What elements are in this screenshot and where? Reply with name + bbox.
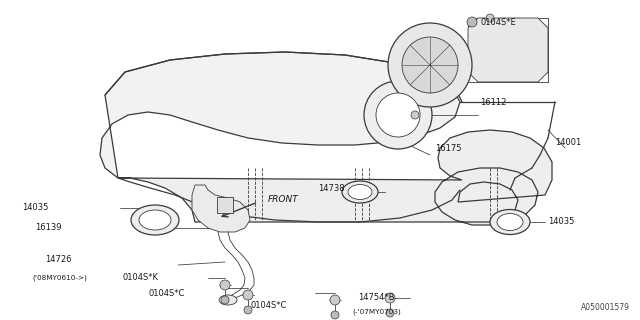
Text: 14726: 14726 [45, 255, 72, 265]
Text: A050001579: A050001579 [581, 303, 630, 312]
Ellipse shape [220, 280, 230, 290]
Ellipse shape [330, 295, 340, 305]
Ellipse shape [243, 290, 253, 300]
Text: 14738: 14738 [318, 183, 344, 193]
Ellipse shape [376, 93, 420, 137]
Text: 14035: 14035 [22, 204, 49, 212]
Text: 14754*B: 14754*B [358, 293, 394, 302]
Text: 16175: 16175 [435, 143, 461, 153]
Ellipse shape [402, 37, 458, 93]
Text: 0104S*K: 0104S*K [122, 274, 158, 283]
Ellipse shape [385, 293, 395, 303]
FancyBboxPatch shape [217, 197, 233, 213]
Ellipse shape [388, 23, 472, 107]
Text: 0104S*C: 0104S*C [250, 300, 286, 309]
Ellipse shape [411, 111, 419, 119]
Ellipse shape [139, 210, 171, 230]
Text: 16112: 16112 [480, 98, 506, 107]
Polygon shape [468, 18, 548, 82]
Ellipse shape [467, 17, 477, 27]
Ellipse shape [131, 205, 179, 235]
Text: ('08MY0610->): ('08MY0610->) [32, 275, 87, 281]
Text: 14001: 14001 [555, 138, 581, 147]
Text: 14035: 14035 [548, 218, 574, 227]
Ellipse shape [244, 306, 252, 314]
Ellipse shape [364, 81, 432, 149]
Ellipse shape [386, 309, 394, 317]
Text: FRONT: FRONT [268, 196, 299, 204]
Ellipse shape [342, 181, 378, 203]
Text: 0104S*C: 0104S*C [148, 289, 184, 298]
Ellipse shape [490, 210, 530, 235]
Polygon shape [100, 52, 460, 178]
Polygon shape [118, 130, 552, 225]
Text: 0104S*E: 0104S*E [480, 18, 516, 27]
Polygon shape [192, 185, 250, 232]
Ellipse shape [497, 213, 523, 230]
Ellipse shape [331, 311, 339, 319]
Ellipse shape [486, 14, 494, 22]
Text: 16139: 16139 [35, 223, 61, 233]
Text: (-'07MY0703): (-'07MY0703) [352, 309, 401, 315]
Ellipse shape [348, 185, 372, 199]
Ellipse shape [219, 295, 237, 305]
Ellipse shape [221, 296, 229, 304]
